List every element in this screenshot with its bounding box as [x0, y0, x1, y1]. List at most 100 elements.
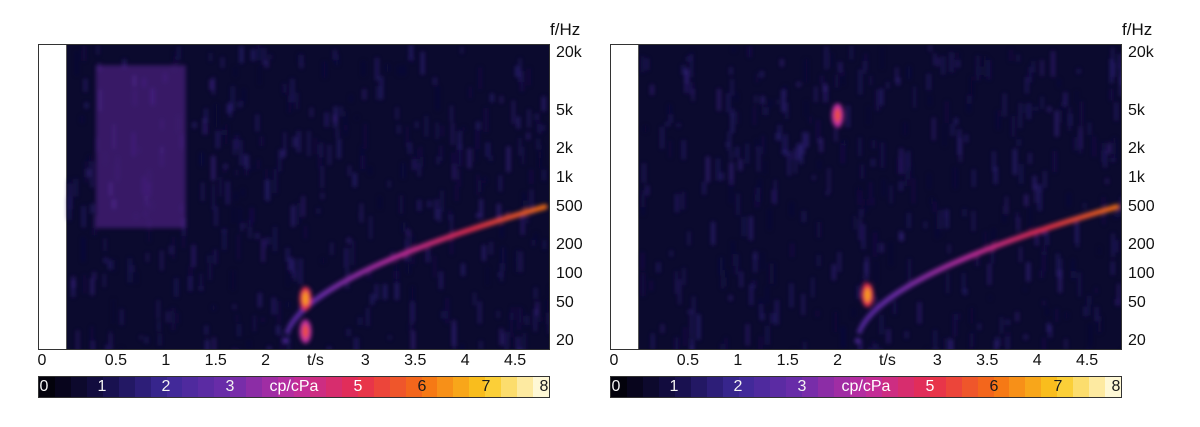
spectrogram-noise-cell	[435, 199, 438, 220]
spectrogram-noise-cell	[825, 46, 828, 70]
spectrogram-noise-cell	[500, 263, 503, 282]
spectrogram-noise-cell	[675, 194, 679, 213]
spectrogram-noise-cell	[1087, 348, 1089, 350]
spectrogram-noise-cell	[740, 271, 743, 288]
colorbar-tick-label: 1	[669, 378, 679, 395]
spectrogram-noise-cell	[534, 308, 537, 332]
spectrogram-noise-cell	[724, 269, 728, 287]
spectrogram-noise-cell	[932, 117, 935, 141]
spectrogram-noise-cell	[378, 196, 382, 209]
spectrogram-noise-cell	[1006, 319, 1010, 326]
spectrogram-noise-cell	[486, 267, 489, 286]
spectrogram-noise-cell	[868, 347, 871, 350]
spectrogram-noise-cell	[820, 75, 824, 84]
colorbar-tick-label: 6	[417, 378, 427, 395]
spectrogram-noise-cell	[860, 164, 864, 179]
spectrogram-noise-cell	[814, 86, 817, 103]
spectrogram-noise-cell	[333, 49, 337, 60]
spectrogram-noise-cell	[1114, 102, 1118, 121]
spectrogram-noise-cell	[258, 292, 262, 308]
spectrogram-noise-cell	[437, 156, 439, 165]
spectrogram-noise-cell	[830, 52, 833, 68]
spectrogram-noise-cell	[873, 232, 877, 258]
spectrogram-noise-cell	[336, 129, 339, 138]
spectrogram-plot	[38, 44, 550, 350]
spectrogram-noise-cell	[905, 169, 909, 187]
colorbar-tick-label: 5	[925, 378, 935, 395]
spectrogram-noise-cell	[450, 214, 453, 238]
spectrogram-noise-cell	[234, 191, 238, 202]
spectrogram-noise-cell	[211, 155, 215, 181]
spectrogram-noise-cell	[988, 263, 991, 285]
spectrogram-noise-cell	[489, 241, 493, 255]
spectrogram-noise-cell	[1028, 66, 1032, 83]
spectrogram-noise-cell	[834, 127, 837, 142]
spectrogram-noise-cell	[918, 302, 921, 324]
spectrogram-noise-cell	[505, 331, 508, 350]
spectrogram-noise-cell	[395, 282, 399, 300]
spectrogram-noise-cell	[641, 56, 644, 73]
spectrogram-noise-cell	[730, 179, 732, 204]
y-tick-label: 1k	[1128, 168, 1145, 186]
spectrogram-noise-cell	[797, 143, 800, 160]
colorbar-segment	[341, 377, 358, 397]
colorbar-segment	[39, 377, 55, 397]
spectrogram-noise-cell	[780, 59, 784, 67]
spectrogram-noise-cell	[83, 274, 86, 294]
spectrogram-noise-cell	[219, 176, 222, 197]
spectrogram-noise-cell	[224, 164, 228, 169]
spectrogram-noise-cell	[388, 180, 391, 188]
spectrogram-noise-cell	[869, 75, 872, 86]
spectrogram-noise-cell	[327, 346, 331, 350]
spectrogram-noise-cell	[858, 190, 862, 206]
spectrogram-noise-cell	[719, 257, 723, 276]
spectrogram-noise-cell	[515, 65, 519, 78]
spectrogram-noise-cell	[286, 302, 290, 308]
spectrogram-noise-cell	[310, 107, 313, 118]
spectrogram-noise-cell	[146, 252, 149, 262]
x-axis-unit-label: t/s	[307, 352, 324, 369]
spectrogram-noise-cell	[1111, 233, 1115, 258]
spectrogram-noise-cell	[764, 107, 768, 116]
spectrogram-noise-cell	[527, 109, 530, 128]
spectrogram-noise-cell	[476, 213, 480, 218]
colorbar-segment	[722, 377, 739, 397]
x-tick-label: 4	[460, 352, 470, 369]
spectrogram-noise-cell	[239, 46, 244, 64]
spectrogram-noise-cell	[753, 106, 756, 126]
colorbar-segment	[453, 377, 470, 397]
spectrogram-noise-cell	[738, 159, 743, 171]
spectrogram-noise-cell	[204, 108, 208, 124]
spectrogram-noise-cell	[235, 134, 239, 149]
spectrogram-noise-cell	[248, 227, 251, 239]
spectrogram-noise-cell	[273, 226, 277, 252]
spectrogram-noise-cell	[226, 181, 230, 205]
spectrogram-noise-cell	[1026, 262, 1031, 282]
spectrogram-noise-cell	[518, 347, 522, 350]
spectrogram-noise-cell	[122, 59, 126, 69]
spectrogram-noise-cell	[411, 235, 414, 252]
spectrogram-noise-cell	[1111, 47, 1114, 65]
spectrogram-noise-cell	[520, 251, 522, 273]
spectrogram-noise-cell	[174, 278, 178, 297]
spectrogram-noise-cell	[841, 326, 845, 348]
spectrogram-noise-cell	[293, 136, 296, 148]
spectrogram-noise-cell	[870, 197, 873, 206]
spectrogram-noise-cell	[515, 258, 520, 273]
spectrogram-noise-cell	[318, 144, 321, 169]
spectrogram-noise-cell	[335, 54, 339, 66]
spectrogram-noise-cell	[1058, 269, 1062, 293]
spectrogram-noise-cell	[791, 151, 794, 160]
colorbar-segment	[611, 377, 627, 397]
spectrogram-noise-cell	[760, 71, 764, 78]
spectrogram-noise-cell	[942, 338, 946, 350]
spectrogram-noise-cell	[452, 152, 456, 163]
spectrogram-noise-cell	[759, 336, 762, 350]
spectrogram-noise-cell	[970, 307, 974, 324]
spectrogram-noise-cell	[1025, 76, 1028, 94]
spectrogram-noise-cell	[426, 248, 430, 263]
spectrogram-noise-cell	[641, 190, 645, 208]
spectrogram-noise-cell	[957, 129, 961, 155]
spectrogram-noise-cell	[755, 138, 758, 150]
spectrogram-noise-cell	[173, 51, 176, 72]
